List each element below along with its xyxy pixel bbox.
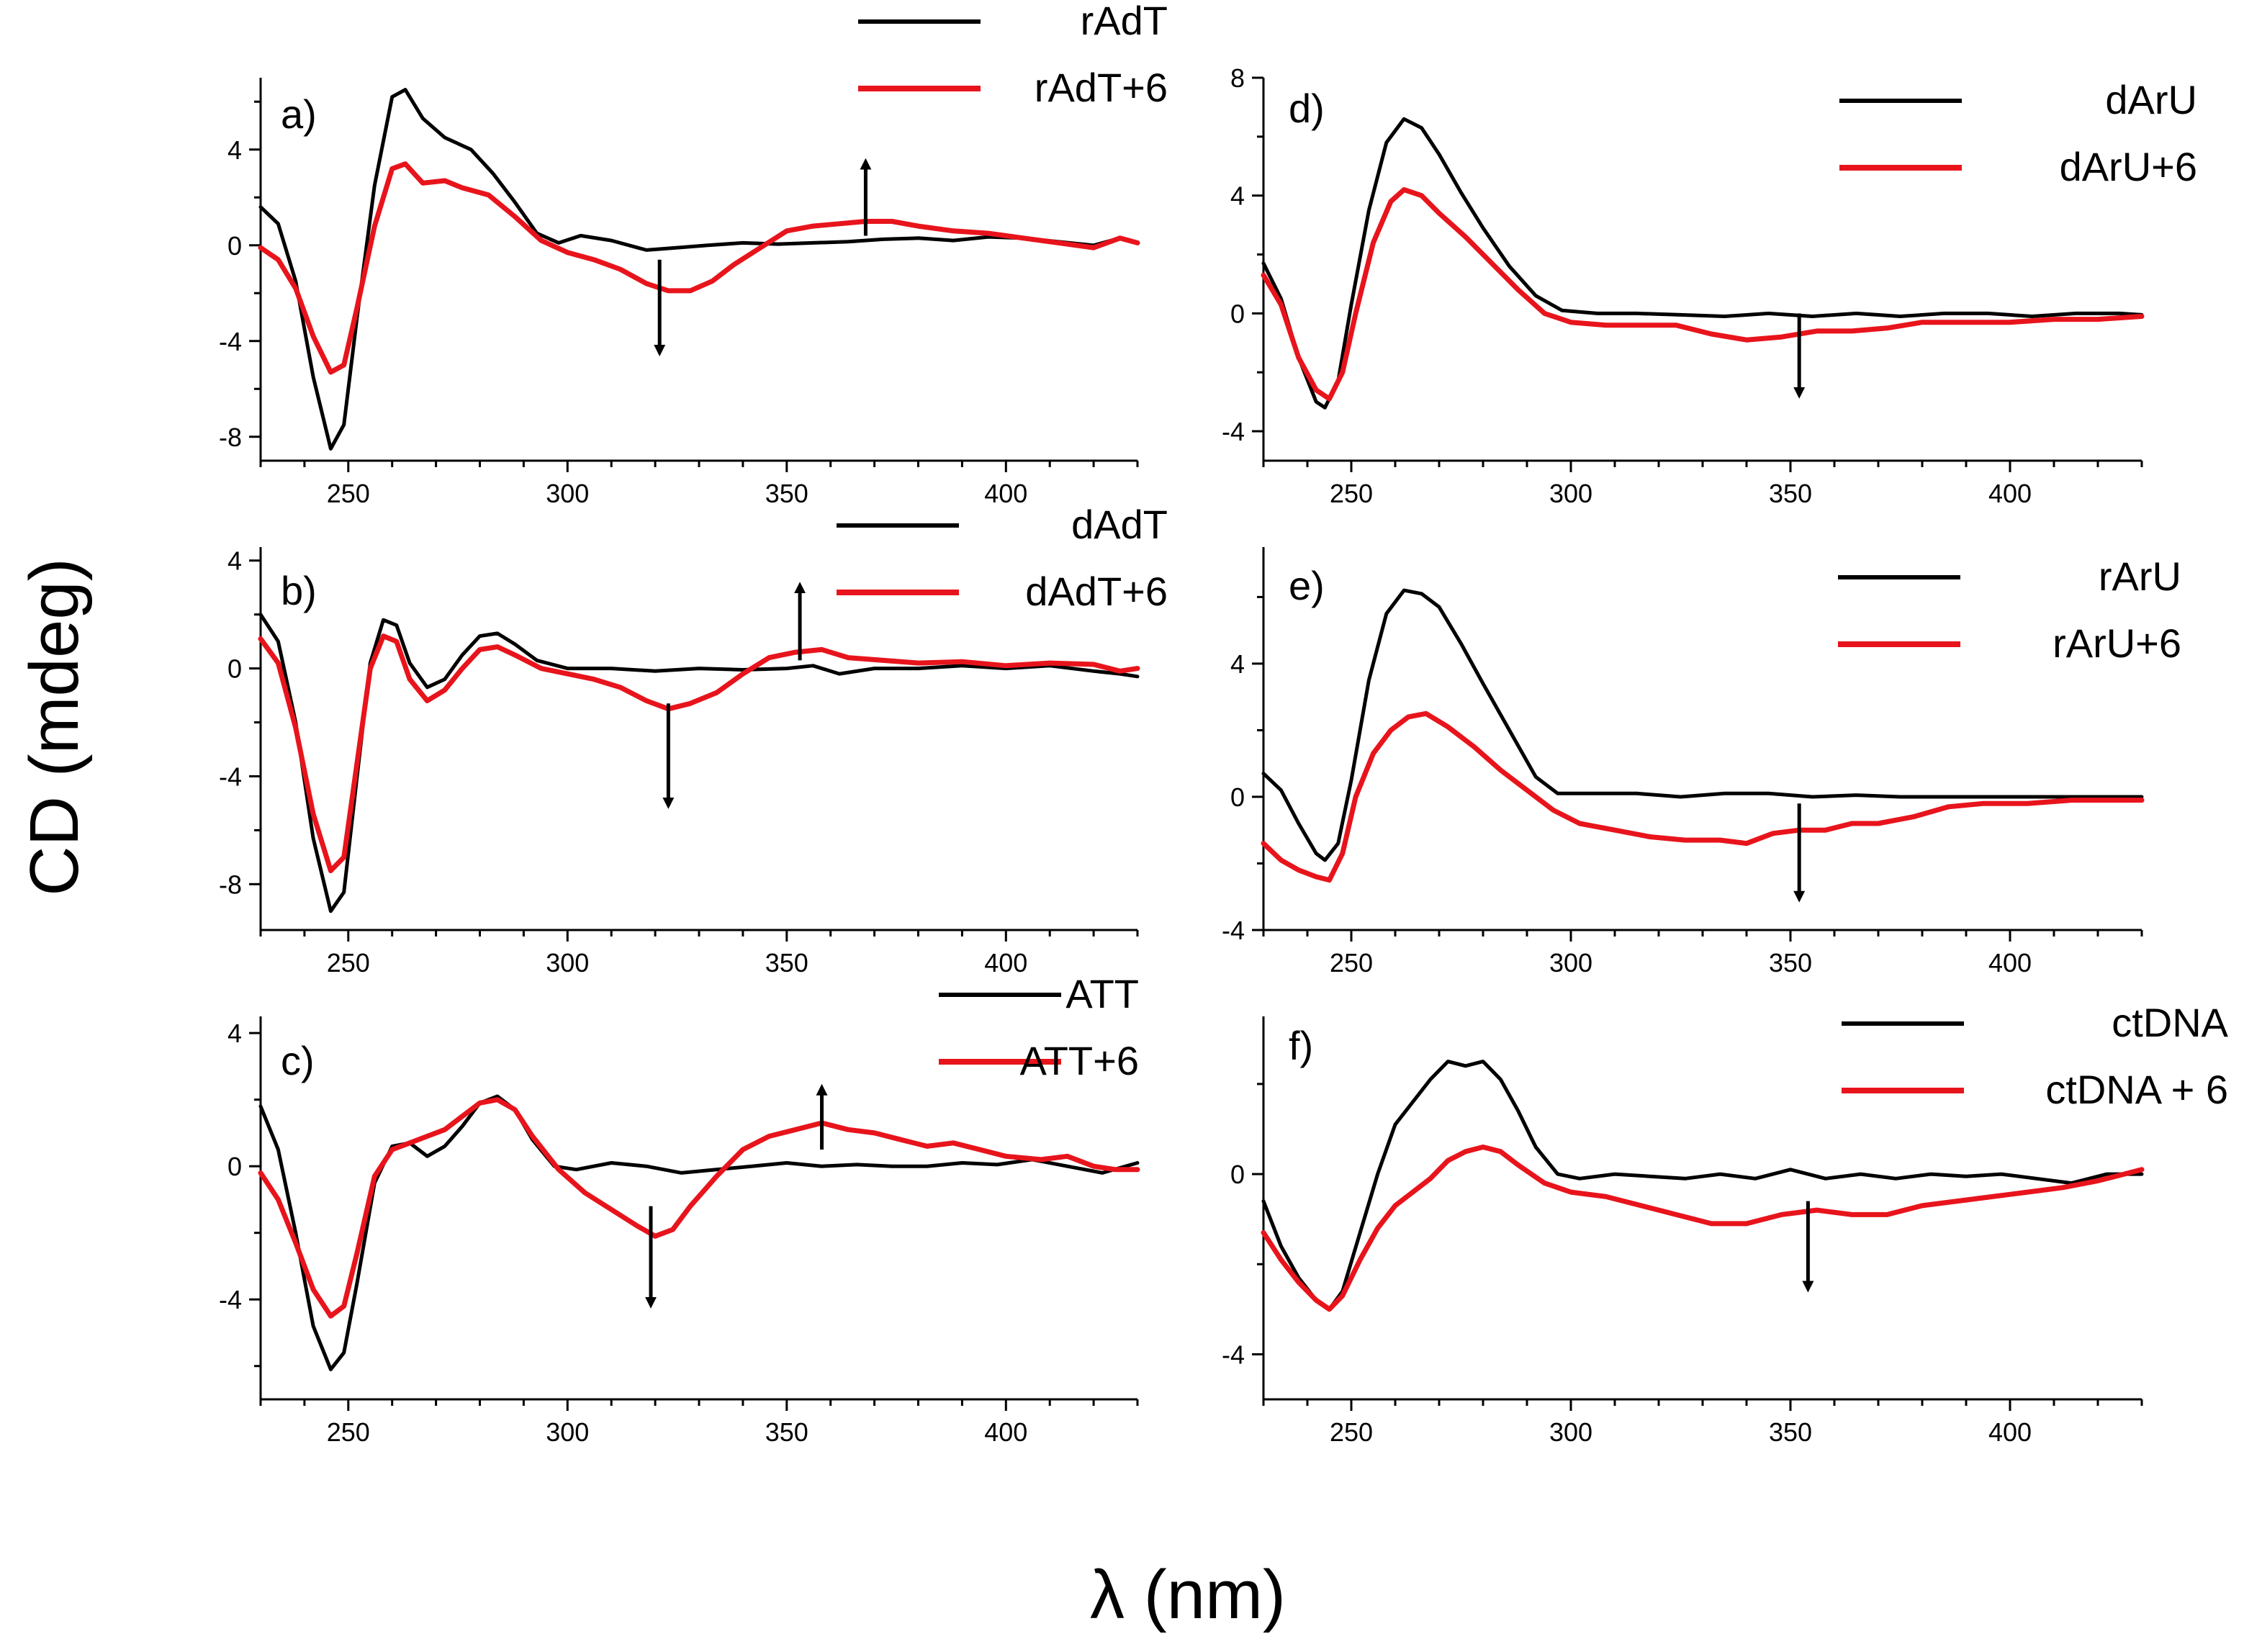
y-tick-label: 4 (1230, 649, 1245, 679)
series-line-red (258, 1097, 1140, 1319)
legend-label: rArU+6 (2053, 620, 2181, 666)
x-tick-label: 250 (327, 479, 370, 508)
x-tick-label: 400 (1988, 479, 2032, 508)
x-tick-label: 400 (1988, 948, 2032, 978)
legend-label: rAdT (1081, 0, 1168, 43)
x-tick-label: 400 (984, 948, 1027, 978)
series-line-black (1261, 1060, 2144, 1312)
panel-label: e) (1289, 563, 1325, 608)
panel-e: 250 300 350 400 -4 0 4 e) rArU rArU+6 (1222, 547, 2181, 978)
x-tick-label: 350 (765, 1417, 808, 1447)
x-tick-label: 400 (1988, 1417, 2032, 1447)
legend-label: dAdT+6 (1025, 569, 1168, 614)
series-line-black (258, 613, 1140, 913)
series-line-black (1261, 117, 2144, 410)
panel-label: d) (1289, 86, 1325, 131)
series-line-black (258, 88, 1140, 451)
legend-label: ctDNA + 6 (2045, 1067, 2228, 1112)
legend-label: ATT (1065, 971, 1139, 1016)
x-tick-label: 350 (1769, 948, 1812, 978)
series-line-red (1261, 710, 2145, 883)
legend-label: ctDNA (2112, 1000, 2228, 1045)
y-tick-label: -4 (1222, 417, 1245, 446)
series-line-black (1261, 588, 2144, 862)
x-tick-label: 250 (327, 948, 370, 978)
y-tick-label: -4 (1222, 916, 1245, 945)
panel-label: c) (281, 1038, 315, 1083)
series-line-red (258, 633, 1140, 874)
y-tick-label: -4 (219, 327, 242, 356)
panel-a: 250 300 350 400 -8 -4 0 4 a) rAdT rAdT+6 (219, 0, 1168, 508)
legend-label: ATT+6 (1020, 1038, 1139, 1083)
x-tick-label: 250 (1330, 1417, 1373, 1447)
y-tick-label: 4 (227, 546, 242, 576)
panel-label: b) (281, 568, 317, 613)
y-tick-label: 4 (227, 135, 242, 165)
panel-f: 250 300 350 400 -4 0 f) ctDNA ctDNA + 6 (1222, 1000, 2229, 1447)
y-tick-label: 4 (1230, 181, 1245, 211)
panel-d: 250 300 350 400 -4 0 4 8 d) dArU dArU+6 (1222, 63, 2197, 508)
legend-label: dArU (2105, 77, 2197, 122)
legend-label: dAdT (1071, 502, 1168, 547)
panel-label: f) (1289, 1023, 1313, 1068)
legend-label: rArU (2099, 554, 2181, 599)
legend-label: rAdT+6 (1035, 65, 1168, 110)
x-tick-label: 350 (765, 479, 808, 508)
x-tick-label: 350 (1769, 479, 1812, 508)
legend-label: dArU+6 (2060, 144, 2197, 189)
series-line-red (258, 161, 1140, 375)
y-tick-label: 0 (227, 231, 242, 261)
y-tick-label: -4 (1222, 1340, 1245, 1369)
y-tick-label: 8 (1230, 63, 1245, 93)
x-tick-label: 300 (546, 1417, 589, 1447)
y-axis-title: CD (mdeg) (16, 558, 93, 895)
x-tick-label: 300 (1549, 948, 1592, 978)
x-tick-label: 300 (1549, 479, 1592, 508)
series-line-black (258, 1094, 1140, 1371)
x-tick-label: 400 (984, 479, 1027, 508)
y-tick-label: -4 (219, 762, 242, 791)
panel-c: 250 300 350 400 -4 0 4 c) ATT ATT+6 (219, 971, 1140, 1447)
y-tick-label: 0 (227, 654, 242, 684)
x-tick-label: 250 (1330, 948, 1373, 978)
x-tick-label: 300 (546, 948, 589, 978)
series-line-red (1261, 1145, 2145, 1312)
x-tick-label: 250 (1330, 479, 1373, 508)
y-tick-label: 0 (1230, 299, 1245, 328)
y-tick-label: -4 (219, 1285, 242, 1314)
y-tick-label: 4 (227, 1019, 242, 1048)
y-tick-label: 0 (227, 1152, 242, 1181)
panel-label: a) (281, 91, 317, 137)
x-tick-label: 350 (765, 948, 808, 978)
x-tick-label: 350 (1769, 1417, 1812, 1447)
series-line-red (1261, 187, 2145, 402)
y-tick-label: -8 (219, 870, 242, 899)
x-tick-label: 250 (327, 1417, 370, 1447)
y-tick-label: 0 (1230, 782, 1245, 812)
x-tick-label: 300 (1549, 1417, 1592, 1447)
panel-b: 250 300 350 400 -8 -4 0 4 b) dAdT dAdT+6 (219, 502, 1168, 978)
x-axis-title: λ (nm) (1090, 1556, 1286, 1633)
x-tick-label: 300 (546, 479, 589, 508)
y-tick-label: -8 (219, 423, 242, 452)
y-tick-label: 0 (1230, 1160, 1245, 1189)
x-tick-label: 400 (984, 1417, 1027, 1447)
